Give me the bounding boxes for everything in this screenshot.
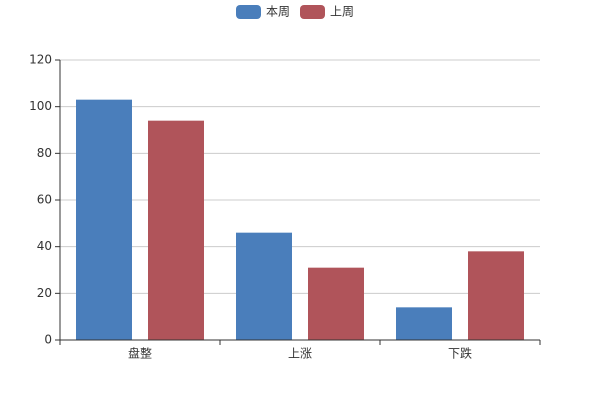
y-tick-label: 60: [37, 193, 52, 207]
bar: [396, 307, 452, 340]
y-tick-label: 40: [37, 239, 52, 253]
x-tick-label: 上涨: [288, 346, 312, 361]
legend-label[interactable]: 上周: [330, 5, 354, 19]
y-tick-label: 20: [37, 286, 52, 300]
y-tick-label: 120: [29, 53, 52, 67]
x-tick-label: 下跌: [448, 346, 472, 361]
legend-swatch[interactable]: [300, 5, 325, 19]
y-tick-label: 80: [37, 146, 52, 160]
bar: [76, 99, 132, 341]
bar: [468, 251, 524, 340]
legend-label[interactable]: 本周: [266, 5, 290, 19]
y-tick-label: 0: [44, 333, 52, 347]
x-tick-label: 盘整: [128, 346, 152, 361]
y-tick-label: 100: [29, 99, 52, 113]
legend-swatch[interactable]: [236, 5, 261, 19]
bar: [308, 267, 364, 340]
bar: [148, 120, 204, 341]
bar: [236, 232, 292, 340]
